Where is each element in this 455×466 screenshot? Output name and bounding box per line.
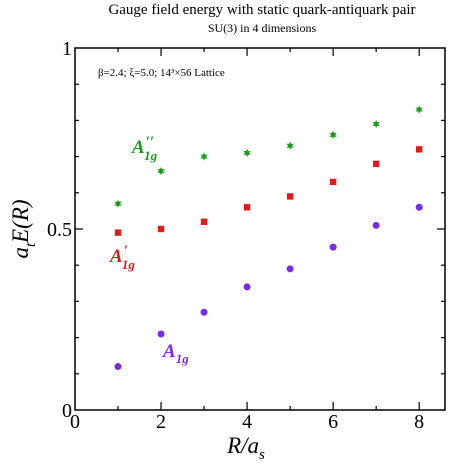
plot-frame xyxy=(74,47,446,411)
x-axis-label-main: R/a xyxy=(226,433,259,458)
data-point-a1g-dprime xyxy=(329,130,337,140)
chart-title: Gauge field energy with static quark-ant… xyxy=(108,2,415,18)
data-point-a1g-prime xyxy=(157,225,165,233)
y-axis-label-e: E(R) xyxy=(8,199,33,243)
series-label-a1g: A1g xyxy=(162,341,189,366)
series-label-a1g-sub: 1g xyxy=(176,351,190,366)
series-label-a1g-dprime-main: A xyxy=(131,137,145,158)
data-point-a1g-prime xyxy=(243,204,251,211)
y-axis-label: atE(R) xyxy=(8,199,39,258)
data-point-a1g-dprime xyxy=(157,166,165,176)
data-point-a1g-prime xyxy=(415,146,423,153)
series-label-a1g-prime-main: A xyxy=(109,246,123,267)
x-tick-label: 2 xyxy=(156,411,166,433)
x-tick-label: 4 xyxy=(242,411,252,433)
data-point-a1g xyxy=(200,308,208,316)
data-points xyxy=(114,105,423,371)
data-point-a1g-dprime xyxy=(114,199,122,208)
data-point-a1g-prime xyxy=(329,178,337,186)
series-label-a1g-prime: A′ 1g xyxy=(109,243,135,272)
data-point-a1g xyxy=(157,330,165,338)
data-point-a1g-dprime xyxy=(372,119,380,129)
data-point-a1g xyxy=(286,265,294,273)
data-point-a1g xyxy=(243,283,251,291)
x-tick-label: 0 xyxy=(70,411,80,433)
chart-subtitle: SU(3) in 4 dimensions xyxy=(208,21,317,35)
series-label-a1g-prime-sub: 1g xyxy=(122,257,136,272)
x-tick-label: 6 xyxy=(328,411,338,433)
x-axis-label: R/as xyxy=(226,433,265,463)
y-axis-label-t: t xyxy=(23,242,39,247)
y-tick-label: 0.5 xyxy=(47,219,72,241)
data-point-a1g-dprime xyxy=(415,105,423,114)
series-label-a1g-dprime: A′′ 1g xyxy=(131,134,158,163)
data-point-a1g-prime xyxy=(200,218,208,225)
series-label-a1g-dprime-sub: 1g xyxy=(144,148,158,163)
y-tick-label: 1 xyxy=(62,38,72,60)
series-label-a1g-prime-sup: ′ xyxy=(124,243,128,259)
series-label-a1g-dprime-sup: ′′ xyxy=(146,134,154,150)
data-point-a1g-prime xyxy=(372,160,380,168)
x-axis-label-sub: s xyxy=(259,447,265,463)
y-axis-label-a: a xyxy=(8,247,33,259)
data-point-a1g-dprime xyxy=(200,152,208,161)
parameters-label: β=2.4; ξ=5.0; 14³×56 Lattice xyxy=(98,67,225,79)
data-point-a1g xyxy=(114,363,122,371)
series-label-a1g-main: A xyxy=(162,341,176,362)
data-point-a1g xyxy=(415,203,423,211)
data-point-a1g xyxy=(372,221,380,229)
data-point-a1g xyxy=(329,243,337,251)
data-point-a1g-dprime xyxy=(243,148,251,158)
data-point-a1g-prime xyxy=(114,229,122,236)
data-point-a1g-prime xyxy=(286,193,294,200)
x-tick-label: 8 xyxy=(414,411,424,433)
data-point-a1g-dprime xyxy=(286,141,294,150)
ticks xyxy=(75,48,445,410)
tick-labels: 0 2 4 6 8 0 0.5 1 xyxy=(47,38,424,433)
y-tick-label: 0 xyxy=(62,400,72,422)
